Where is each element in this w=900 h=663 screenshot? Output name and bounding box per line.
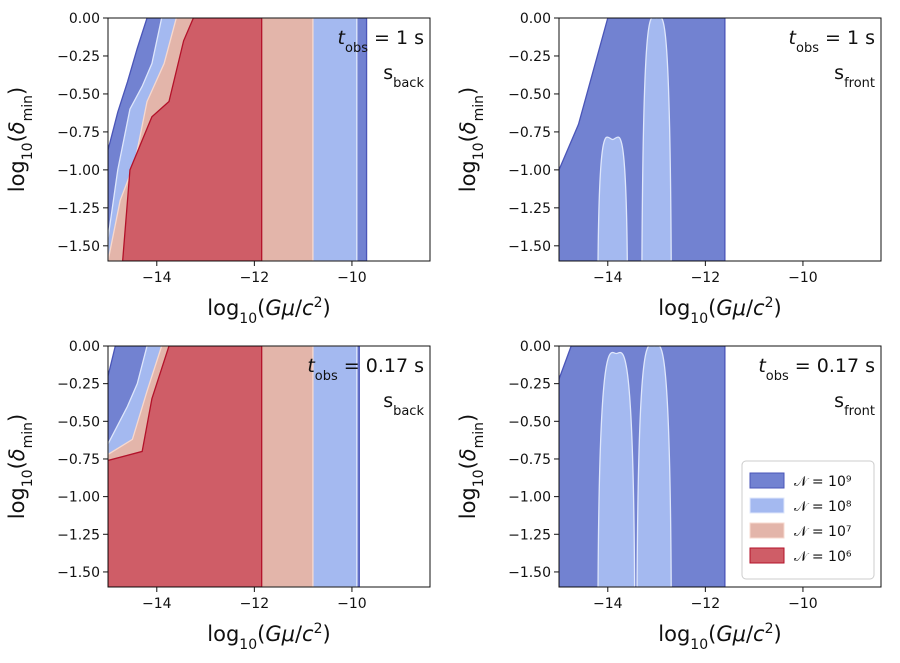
region-lobe-2 xyxy=(641,18,672,261)
x-tick-label: −14 xyxy=(593,596,623,612)
y-tick-label: −1.25 xyxy=(508,527,551,543)
x-tick-label: −12 xyxy=(240,596,270,612)
y-tick-label: −1.25 xyxy=(57,201,100,217)
y-tick-label: −0.50 xyxy=(57,87,100,103)
y-tick-label: −0.75 xyxy=(57,452,100,468)
y-tick-label: −0.75 xyxy=(57,125,100,141)
y-tick-label: −0.50 xyxy=(508,414,551,430)
legend-swatch-n9 xyxy=(749,472,785,489)
legend-swatch-n8 xyxy=(749,497,785,514)
y-tick-label: −1.50 xyxy=(508,565,551,581)
y-tick-label: −0.50 xyxy=(57,414,100,430)
region-N-10-6 xyxy=(108,346,263,587)
y-tick-label: −0.25 xyxy=(508,49,551,65)
legend-label-n9: 𝒩 = 10⁹ xyxy=(794,474,852,490)
x-axis-label: log10(Gμ/c2) xyxy=(658,295,781,327)
y-tick-label: −0.75 xyxy=(508,125,551,141)
y-tick-label: −1.00 xyxy=(57,163,100,179)
annotation-s: sfront xyxy=(834,390,875,419)
axes-frame xyxy=(107,17,431,262)
annotation-t-obs: tobs = 0.17 s xyxy=(758,355,875,384)
y-tick-label: −0.50 xyxy=(508,87,551,103)
region-lobe-1 xyxy=(597,351,636,587)
x-tick-label: −12 xyxy=(691,270,721,286)
region-lobe-2 xyxy=(636,346,672,587)
y-tick-label: −1.00 xyxy=(508,490,551,506)
y-tick-label: 0.00 xyxy=(520,11,551,27)
y-tick-label: −1.00 xyxy=(57,490,100,506)
x-tick-label: −10 xyxy=(788,270,818,286)
plot-area xyxy=(559,346,726,587)
y-tick-label: 0.00 xyxy=(69,11,100,27)
panel-bottom-right: −14 −12 −10 0.00 −0.25 −0.50 −0.75 −1.00 −1.25 −1… xyxy=(456,339,882,653)
y-axis-label: log10(δmin) xyxy=(456,414,487,520)
y-tick-label: 0.00 xyxy=(69,339,100,355)
x-tick-label: −10 xyxy=(337,270,367,286)
annotation-s: sback xyxy=(383,62,424,91)
x-tick-label: −14 xyxy=(142,270,172,286)
x-axis-label: log10(Gμ/c2) xyxy=(207,295,330,327)
plot-area xyxy=(108,18,368,261)
x-tick-label: −14 xyxy=(593,270,623,286)
x-tick-label: −10 xyxy=(788,596,818,612)
legend-label-n6: 𝒩 = 10⁶ xyxy=(794,549,852,565)
y-tick-label: −0.25 xyxy=(57,49,100,65)
legend-label-n7: 𝒩 = 10⁷ xyxy=(794,524,851,540)
axes-frame xyxy=(558,345,882,588)
annotation-s: sfront xyxy=(834,62,875,91)
x-tick-label: −10 xyxy=(337,596,367,612)
y-tick-label: 0.00 xyxy=(520,339,551,355)
y-axis-label: log10(δmin) xyxy=(5,414,36,520)
axes-frame xyxy=(107,345,431,588)
panel-bottom-left: −14 −12 −10 0.00 −0.25 −0.50 −0.75 −1.00 −1.25 −1… xyxy=(5,339,431,653)
y-tick-label: −1.00 xyxy=(508,163,551,179)
y-axis-label: log10(δmin) xyxy=(456,87,487,193)
legend-swatch-n6 xyxy=(749,547,785,564)
region-N-10-6 xyxy=(121,18,263,261)
region-lobe-1 xyxy=(597,136,628,261)
y-tick-label: −1.50 xyxy=(508,239,551,255)
plot-area xyxy=(108,346,360,587)
x-tick-label: −14 xyxy=(142,596,172,612)
annotation-t-obs: tobs = 1 s xyxy=(789,27,875,56)
y-tick-label: −1.25 xyxy=(508,201,551,217)
x-tick-label: −12 xyxy=(240,270,270,286)
legend: 𝒩 = 10⁹ 𝒩 = 10⁸ 𝒩 = 10⁷ 𝒩 = 10⁶ xyxy=(741,460,875,580)
x-axis-label: log10(Gμ/c2) xyxy=(658,621,781,653)
x-tick-label: −12 xyxy=(691,596,721,612)
legend-label-n8: 𝒩 = 10⁸ xyxy=(794,499,852,515)
axes-frame xyxy=(558,17,882,262)
y-axis-label: log10(δmin) xyxy=(5,87,36,193)
y-tick-label: −1.50 xyxy=(57,239,100,255)
x-axis-label: log10(Gμ/c2) xyxy=(207,621,330,653)
y-tick-label: −1.50 xyxy=(57,565,100,581)
panel-top-left: −14 −12 −10 0.00 −0.25 −0.50 −0.75 −1.00 −1.25 −1… xyxy=(5,11,431,327)
annotation-s: sback xyxy=(383,390,424,419)
y-tick-label: −0.25 xyxy=(508,377,551,393)
panel-top-right: −14 −12 −10 0.00 −0.25 −0.50 −0.75 −1.00 −1.25 −1… xyxy=(456,11,882,327)
plot-area xyxy=(559,18,726,261)
y-tick-label: −0.25 xyxy=(57,377,100,393)
legend-swatch-n7 xyxy=(749,522,785,539)
y-tick-label: −0.75 xyxy=(508,452,551,468)
y-tick-label: −1.25 xyxy=(57,527,100,543)
